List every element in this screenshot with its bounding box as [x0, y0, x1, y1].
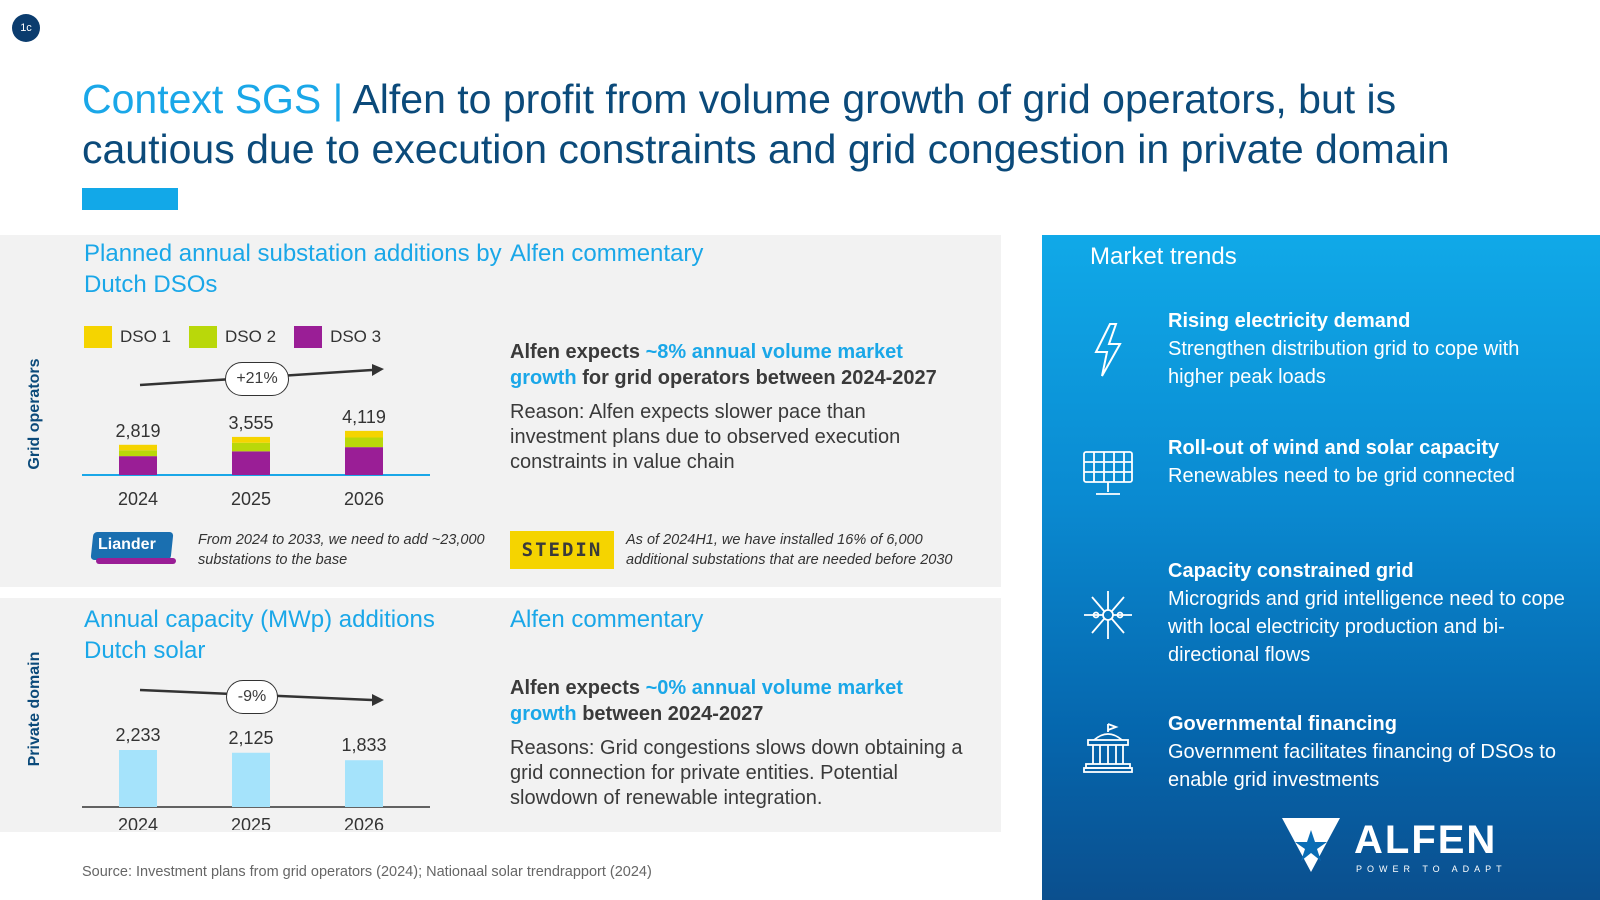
private-commentary-h1: Alfen expects	[510, 677, 646, 699]
legend-swatch-dso2	[189, 326, 218, 348]
grid-operators-panel	[0, 235, 1001, 587]
private-commentary-title: Alfen commentary	[510, 606, 704, 633]
legend-swatch-dso1	[84, 326, 112, 348]
solar-chart-title: Annual capacity (MWp) additions Dutch so…	[84, 606, 435, 664]
total-label-2024: 2,819	[115, 421, 160, 441]
title-accent: Context SGS |	[82, 76, 353, 122]
year-label-2024: 2024	[118, 489, 158, 509]
trend-item-2: Roll-out of wind and solar capacity Rene…	[1168, 434, 1568, 490]
year-label-2025: 2025	[231, 489, 271, 509]
trend-item-1: Rising electricity demand Strengthen dis…	[1168, 307, 1568, 391]
solar-year-label-2024: 2024	[118, 815, 158, 830]
legend-label-dso1: DSO 1	[120, 327, 172, 346]
grid-commentary-heading: Alfen expects ~8% annual volume market g…	[510, 339, 970, 391]
bar-dso1-2025	[232, 436, 270, 443]
stedin-note: As of 2024H1, we have installed 16% of 6…	[626, 532, 953, 568]
legend-swatch-dso3	[294, 326, 323, 348]
alfen-logo-text: ALFEN	[1354, 818, 1498, 862]
legend-label-dso3: DSO 3	[330, 327, 382, 346]
grid-commentary-body: Reason: Alfen expects slower pace than i…	[510, 401, 901, 473]
source-footnote: Source: Investment plans from grid opera…	[82, 864, 652, 880]
solar-capacity-chart: 2,233 2024 2,125 2025 1,833 2026	[82, 688, 430, 830]
trend-4-body: Government facilitates financing of DSOs…	[1168, 741, 1556, 791]
grid-trend-arrowhead	[372, 364, 384, 376]
trend-3-body: Microgrids and grid intelligence need to…	[1168, 588, 1565, 666]
alfen-logo-tagline: POWER TO ADAPT	[1356, 864, 1507, 874]
solar-trend-arrowhead	[372, 694, 384, 706]
solar-growth-label: -9%	[237, 688, 267, 705]
solar-panel-icon	[1080, 448, 1136, 508]
private-domain-side-label: Private domain	[26, 651, 43, 767]
private-commentary-heading: Alfen expects ~0% annual volume market g…	[510, 675, 970, 727]
trend-2-body: Renewables need to be grid connected	[1168, 465, 1515, 487]
private-commentary-body: Reasons: Grid congestions slows down obt…	[510, 737, 963, 809]
solar-year-label-2025: 2025	[231, 815, 271, 830]
bar-dso2-2026	[345, 437, 383, 448]
grid-commentary-highlight: ~8% annual volume market growth	[510, 341, 903, 389]
grid-commentary-h2: for grid operators between 2024-2027	[576, 367, 937, 389]
slide-number-badge: 1c	[12, 14, 40, 42]
bar-dso2-2025	[232, 442, 270, 452]
grid-growth-label: +21%	[236, 370, 278, 387]
bar-dso1-2026	[345, 430, 383, 438]
bar-dso3-2024	[119, 456, 157, 475]
bar-dso1-2024	[119, 444, 157, 451]
market-trends-panel	[1042, 235, 1600, 900]
lightning-icon	[1080, 320, 1136, 380]
bar-dso2-2024	[119, 450, 157, 457]
total-label-2026: 4,119	[342, 407, 386, 427]
title-main: Alfen to profit from volume growth of gr…	[82, 76, 1450, 172]
grid-commentary-h1: Alfen expects	[510, 341, 646, 363]
solar-value-label-2026: 1,833	[341, 735, 386, 755]
grid-substation-chart: 2,819 2024 3,555 2025 4,119 2026	[82, 364, 430, 509]
solar-value-label-2024: 2,233	[115, 725, 160, 745]
network-icon	[1080, 585, 1136, 645]
alfen-logo: ALFEN POWER TO ADAPT	[1280, 816, 1520, 876]
bar-dso3-2025	[232, 451, 270, 475]
alfen-logo-mark	[1282, 818, 1340, 872]
solar-value-label-2025: 2,125	[228, 728, 273, 748]
government-building-icon	[1080, 722, 1136, 782]
grid-growth-pill: +21%	[225, 362, 289, 396]
grid-chart-legend: DSO 1 DSO 2 DSO 3	[84, 326, 381, 348]
grid-commentary-title: Alfen commentary	[510, 240, 704, 267]
liander-logo-text: Liander	[98, 536, 156, 553]
liander-logo: Liander	[90, 532, 176, 566]
slide-number: 1c	[20, 22, 32, 34]
solar-year-label-2026: 2026	[344, 815, 384, 830]
private-domain-panel	[0, 598, 1001, 832]
title-underline-bar	[82, 188, 178, 210]
market-trends-title: Market trends	[1090, 243, 1237, 270]
legend-label-dso2: DSO 2	[225, 327, 277, 346]
liander-logo-underline	[96, 558, 176, 564]
total-label-2025: 3,555	[228, 413, 273, 433]
solar-bar-2024	[119, 750, 157, 807]
solar-growth-pill: -9%	[226, 680, 278, 714]
trend-1-heading: Rising electricity demand	[1168, 310, 1411, 332]
year-label-2026: 2026	[344, 489, 384, 509]
solar-bar-2026	[345, 760, 383, 807]
grid-operators-side-label: Grid operators	[26, 358, 43, 470]
private-commentary-highlight: ~0% annual volume market growth	[510, 677, 903, 725]
stedin-logo-text: STEDIN	[521, 539, 603, 561]
trend-1-body: Strengthen distribution grid to cope wit…	[1168, 338, 1520, 388]
page-title: Context SGS | Alfen to profit from volum…	[82, 74, 1522, 174]
trend-item-3: Capacity constrained grid Microgrids and…	[1168, 557, 1568, 669]
stedin-logo: STEDIN	[510, 531, 614, 569]
grid-chart-title: Planned annual substation additions by D…	[84, 240, 502, 298]
liander-note: From 2024 to 2033, we need to add ~23,00…	[198, 532, 485, 568]
bar-dso3-2026	[345, 447, 383, 475]
private-commentary-h2: between 2024-2027	[576, 703, 764, 725]
trend-item-4: Governmental financing Government facili…	[1168, 710, 1568, 794]
trend-2-heading: Roll-out of wind and solar capacity	[1168, 437, 1500, 459]
trend-3-heading: Capacity constrained grid	[1168, 560, 1414, 582]
solar-bar-2025	[232, 752, 270, 807]
trend-4-heading: Governmental financing	[1168, 713, 1397, 735]
